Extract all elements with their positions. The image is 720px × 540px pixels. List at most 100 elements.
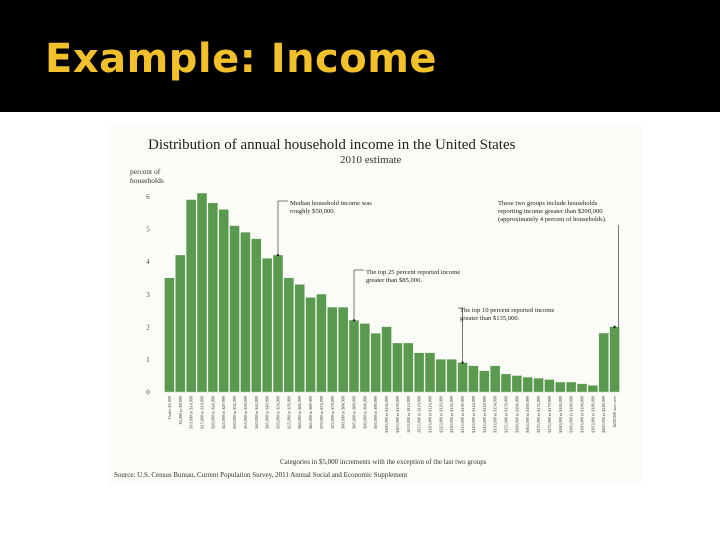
x-tick-label: $70,000 to $74,999 (319, 396, 325, 429)
x-tick-label: $170,000 to $174,999 (536, 396, 542, 433)
y-tick-label: 5 (146, 226, 150, 234)
x-tick-label: $50,000 to $54,999 (276, 396, 282, 429)
x-tick-label: $165,000 to $169,999 (525, 396, 531, 433)
bar (316, 294, 327, 392)
y-tick-label: 0 (146, 389, 150, 397)
bar (305, 297, 316, 392)
slide-title: Example: Income (45, 36, 438, 82)
chart-subtitle: 2010 estimate (340, 154, 402, 166)
x-tick-label: $250,000 and over (612, 395, 618, 427)
x-tick-label: $35,000 to $39,999 (243, 396, 249, 429)
annotation-text: greater than $85,000. (366, 277, 422, 284)
bar (609, 326, 620, 392)
x-tick-label: $60,000 to $64,999 (297, 396, 303, 429)
x-axis-label: Categories in $5,000 increments with the… (280, 458, 487, 466)
bar (197, 193, 207, 392)
x-tick-label: Under $5,000 (167, 396, 173, 419)
x-tick-label: $145,000 to $149,999 (482, 396, 488, 433)
annotation-text: reporting income greater than $200,000 (498, 208, 603, 215)
x-tick-label: $150,000 to $154,999 (493, 396, 499, 433)
bar (240, 232, 251, 392)
bar (370, 333, 381, 392)
bar (262, 258, 272, 392)
x-axis-ticks: Under $5,000 $5,000 to $9,999 $10,000 to $… (167, 395, 618, 432)
bar (164, 277, 175, 392)
x-tick-label: $190,000 to $194,999 (580, 396, 586, 433)
bar (392, 343, 403, 392)
x-tick-label: $20,000 to $24,999 (210, 396, 216, 429)
x-tick-label: $110,000 to $114,999 (406, 396, 412, 432)
bar (425, 352, 435, 392)
x-tick-label: $115,000 to $119,999 (417, 396, 423, 432)
x-tick-label: $185,000 to $189,999 (569, 396, 575, 433)
bar (273, 255, 283, 392)
income-bar-chart: Distribution of annual household income … (114, 137, 620, 479)
bar (479, 370, 490, 392)
annotation-text: roughly $50,000. (290, 208, 336, 215)
x-tick-label: $10,000 to $14,999 (189, 396, 195, 429)
x-tick-label: $180,000 to $184,999 (558, 396, 564, 433)
x-tick-label: $135,000 to $139,999 (460, 396, 466, 433)
y-tick-label: 4 (146, 258, 150, 266)
annotation-text: The top 10 percent reported income (460, 307, 554, 314)
x-tick-label: $140,000 to $144,999 (471, 396, 477, 433)
x-tick-label: $105,000 to $109,999 (395, 396, 401, 433)
x-tick-label: $160,000 to $164,999 (514, 396, 520, 433)
x-tick-label: $125,000 to $129,999 (438, 396, 444, 433)
bar (446, 359, 457, 392)
x-tick-label: $75,000 to $79,999 (330, 396, 336, 429)
x-tick-label: $95,000 to $99,999 (373, 396, 379, 429)
bar (566, 382, 576, 392)
chart-title: Distribution of annual household income … (148, 137, 516, 153)
chart-figure: Distribution of annual household income … (108, 126, 642, 484)
y-tick-label: 1 (146, 356, 150, 364)
bar (218, 209, 229, 392)
x-tick-label: $25,000 to $29,999 (221, 396, 227, 429)
x-tick-label: $30,000 to $34,999 (232, 396, 238, 429)
x-tick-label: $175,000 to $179,999 (547, 396, 553, 433)
bars (164, 193, 620, 393)
annotation-top25: The top 25 percent reported incomegreate… (352, 269, 460, 322)
x-tick-label: $80,000 to $84,999 (341, 396, 347, 429)
x-tick-label: $65,000 to $69,999 (308, 396, 314, 429)
bar (175, 255, 186, 392)
bar (577, 383, 587, 392)
bar (381, 326, 392, 392)
x-tick-label: $120,000 to $124,999 (428, 396, 434, 433)
x-tick-label: $55,000 to $59,999 (286, 396, 292, 429)
bar (457, 362, 468, 392)
bar (598, 333, 609, 392)
bar (349, 320, 359, 392)
bar (414, 352, 424, 392)
x-tick-label: $130,000 to $134,999 (449, 396, 455, 433)
y-axis-ticks: 0 1 2 3 4 5 6 (146, 193, 150, 396)
x-tick-label: $195,000 to $199,999 (590, 396, 596, 433)
annotation-text: These two groups include households (498, 200, 598, 207)
x-tick-label: $200,000 to $249,999 (601, 396, 607, 433)
y-tick-label: 3 (146, 291, 150, 299)
annotation-text: The top 25 percent reported income (366, 269, 460, 276)
bar (544, 379, 555, 392)
y-tick-label: 2 (146, 323, 150, 331)
bar (186, 199, 196, 392)
x-tick-label: $90,000 to $94,999 (362, 396, 368, 429)
bar (490, 365, 500, 392)
bar (436, 359, 446, 392)
bar (512, 375, 522, 392)
bar (229, 225, 240, 392)
x-tick-label: $85,000 to $89,999 (352, 396, 358, 429)
bar (360, 323, 370, 392)
bar (294, 284, 305, 392)
bar (533, 378, 544, 392)
bar (284, 277, 294, 392)
annotation-text: Median household income was (290, 200, 372, 207)
annotation-text: (approximately 4 percent of households). (498, 216, 607, 223)
bar (555, 382, 566, 392)
annotation-text: greater than $135,000. (460, 315, 520, 322)
x-tick-label: $5,000 to $9,999 (178, 396, 184, 424)
y-axis-label: percent of households (130, 167, 164, 185)
bar (251, 238, 262, 392)
annotation-top10: The top 10 percent reported incomegreate… (458, 307, 554, 364)
